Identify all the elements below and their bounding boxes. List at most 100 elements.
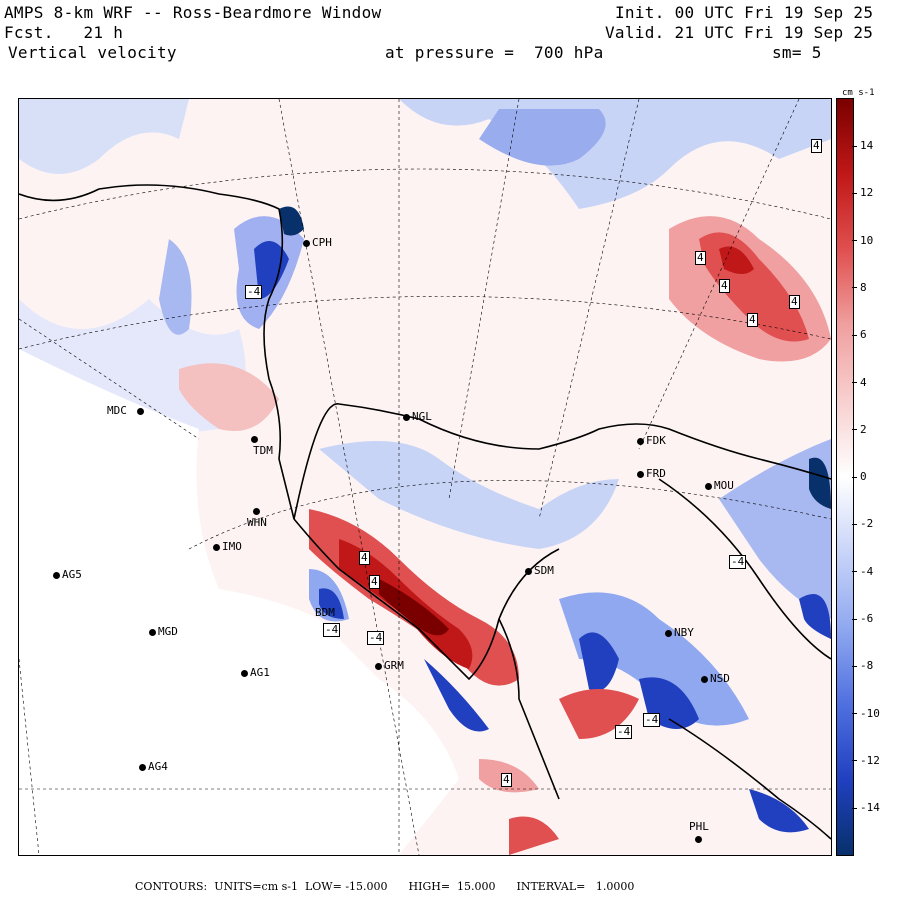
station-marker[interactable]: MDC [105,405,144,417]
station-marker[interactable]: CPH [303,237,332,249]
colorbar-tick: -12 [852,754,880,767]
colorbar-tick: -8 [852,660,873,672]
station-dot-icon [241,669,248,677]
station-marker[interactable]: AG4 [139,761,168,773]
negative-region [19,99,189,174]
colorbar-tick: -2 [852,518,873,530]
station-marker[interactable]: FRD [637,468,666,480]
colorbar-tick: 6 [852,329,867,341]
station-dot-icon [149,628,156,636]
station-marker[interactable]: MGD [149,626,178,638]
station-marker[interactable]: MOU [705,480,734,492]
negative-region [399,99,831,209]
smoothing-label: sm= 5 [772,43,822,62]
colorbar-tick: -10 [852,707,880,720]
strong-negative-region [424,659,489,732]
negative-region [719,439,831,619]
contour-label: -4 [367,631,385,645]
station-dot-icon [213,543,220,551]
station-dot-icon [136,407,144,415]
station-marker[interactable]: NBY [665,627,694,639]
valid-time: Valid. 21 UTC Fri 19 Sep 25 [605,23,874,42]
map-title: AMPS 8-km WRF -- Ross-Beardmore Window [4,3,382,22]
strong-negative-region [279,206,304,236]
vertical-velocity-field [19,99,831,855]
station-marker[interactable]: FDK [637,435,666,447]
contour-label: 4 [747,313,758,327]
station-dot-icon [403,413,410,421]
station-dot-icon [303,239,310,247]
map-panel[interactable]: 4 4 4 4 4 4 4 4 -4 -4 -4 -4 -4 -4 CPH MD… [18,98,832,856]
contour-label: 4 [719,279,730,293]
forecast-hour: Fcst. 21 h [4,23,124,42]
strong-negative-region [319,588,344,619]
station-marker[interactable]: AG5 [53,569,82,581]
station-dot-icon [251,435,258,443]
strong-negative-region [579,632,619,691]
strong-negative-region [799,594,831,639]
station-marker[interactable]: GRM [375,660,404,672]
station-dot-icon [637,437,644,445]
contour-label: 4 [789,295,800,309]
station-dot-icon [665,629,672,637]
colorbar-units: cm s-1 [842,88,875,98]
station-dot-icon [705,482,712,490]
colorbar-tick: 10 [852,234,873,247]
ice-shelf-area [19,349,459,855]
contour-label: 4 [359,551,370,565]
contour-label: -4 [615,725,633,739]
strong-negative-region [254,241,289,299]
station-marker[interactable]: WHN [245,505,267,529]
colorbar-tick: 14 [852,140,873,152]
colorbar-tick: 12 [852,187,873,199]
colorbar-tick: -14 [852,802,880,814]
colorbar-tick: 0 [852,471,867,483]
station-dot-icon [695,835,702,843]
station-dot-icon [253,507,260,515]
station-marker[interactable]: NGL [403,411,432,423]
contour-label: 4 [369,575,380,589]
positive-region [179,363,279,431]
station-dot-icon [701,675,708,683]
colorbar-tick: 8 [852,281,867,294]
contour-info: CONTOURS: UNITS=cm s-1 LOW= -15.000 HIGH… [135,880,635,893]
contour-label: -4 [245,285,263,299]
station-marker[interactable]: BDM [315,606,335,619]
lat-lon-grid [19,99,831,855]
pressure-level: at pressure = 700 hPa [385,43,604,62]
positive-region [559,689,639,739]
init-time: Init. 00 UTC Fri 19 Sep 25 [615,3,874,22]
contour-label: 4 [501,773,512,787]
contour-label: -4 [643,713,661,727]
station-marker[interactable]: NSD [701,673,730,685]
colorbar-tick: 4 [852,376,867,389]
strong-positive-region [379,579,449,636]
contour-label: -4 [323,623,341,637]
strong-negative-region [809,457,831,509]
positive-region [509,816,559,855]
colorbar-tick: -6 [852,613,873,625]
station-marker[interactable]: SDM [525,565,554,577]
strong-negative-region [749,789,809,833]
station-dot-icon [525,567,532,575]
coastline [19,184,831,840]
colorbar-tick: -4 [852,565,873,578]
station-dot-icon [375,662,382,670]
station-marker[interactable]: AG1 [241,667,270,679]
variable-name: Vertical velocity [8,43,177,62]
contour-label: 4 [695,251,706,265]
negative-region [559,592,749,726]
negative-region [319,441,619,549]
station-dot-icon [637,470,644,478]
colorbar-tick: 2 [852,423,867,436]
contour-label: -4 [729,555,747,569]
strong-positive-region [719,246,754,274]
contour-label: 4 [811,139,822,153]
station-dot-icon [53,571,60,579]
station-dot-icon [139,763,146,771]
negative-region [159,239,192,335]
negative-region [479,109,606,166]
station-marker[interactable]: TDM [251,433,273,457]
station-marker[interactable]: IMO [213,541,242,553]
station-marker[interactable]: PHL [687,821,709,845]
